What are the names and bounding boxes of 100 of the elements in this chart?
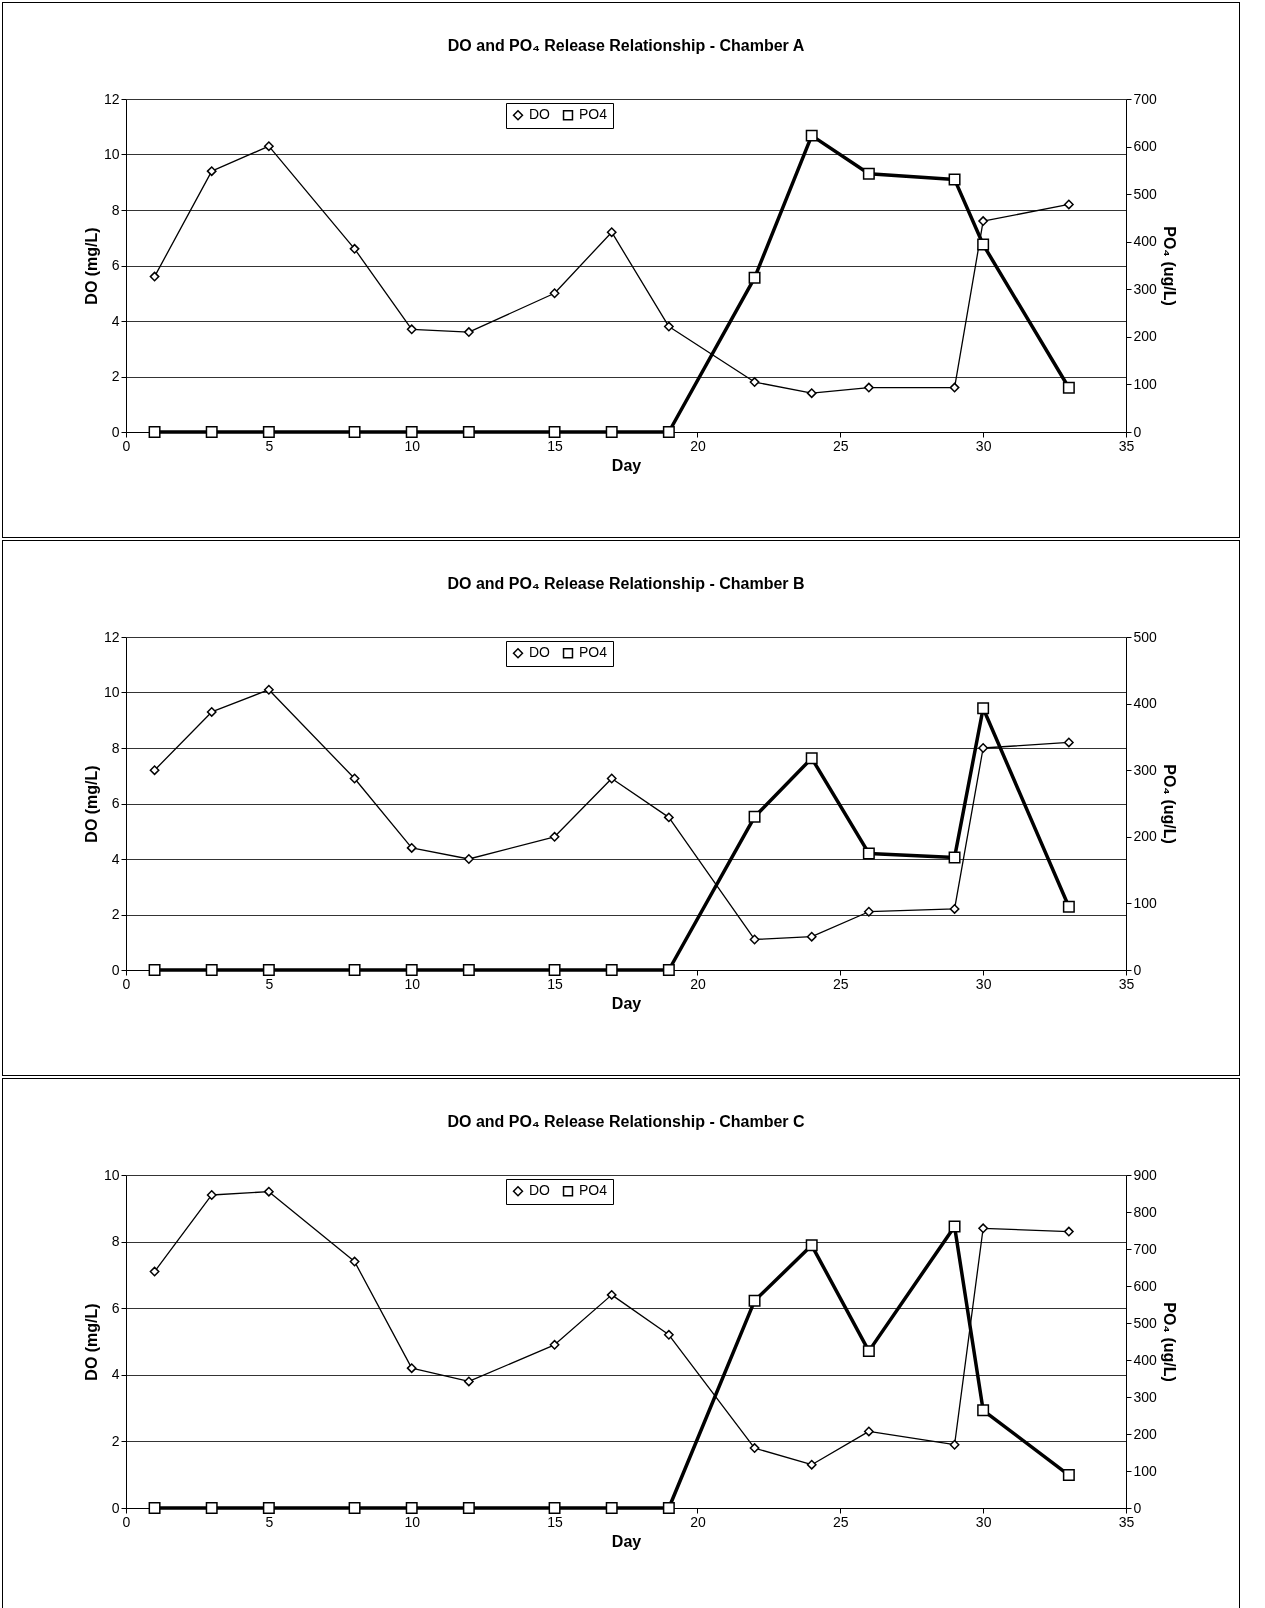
y-tick-label: 12 xyxy=(103,628,120,645)
y2-tick-label: 900 xyxy=(1133,1166,1158,1183)
point xyxy=(662,426,675,438)
point xyxy=(206,166,217,177)
point xyxy=(949,904,960,914)
y-tick-label: 8 xyxy=(111,1233,120,1250)
x-axis-title: Day xyxy=(611,456,642,474)
point xyxy=(549,1339,560,1350)
point xyxy=(862,167,875,180)
y2-tick-label: 200 xyxy=(1133,828,1158,845)
point xyxy=(805,129,818,142)
point xyxy=(606,773,617,784)
legend-label: DO xyxy=(529,106,551,123)
y2-tick-label: 800 xyxy=(1133,1203,1158,1220)
y2-tick-label: 400 xyxy=(1133,1351,1158,1368)
x-tick-label: 15 xyxy=(547,1513,564,1530)
legend-label: PO4 xyxy=(579,644,608,661)
point xyxy=(206,1190,217,1200)
point xyxy=(263,684,274,695)
x-tick-label: 20 xyxy=(690,1513,706,1530)
point xyxy=(663,812,674,823)
point xyxy=(749,1443,760,1453)
point xyxy=(262,1502,275,1514)
point xyxy=(806,1459,817,1470)
point xyxy=(1063,199,1074,210)
y2-tick-label: 500 xyxy=(1133,185,1158,202)
point xyxy=(462,964,475,976)
point xyxy=(977,702,990,715)
point xyxy=(263,1186,274,1197)
y-tick-label: 6 xyxy=(111,1299,120,1316)
point xyxy=(863,1426,874,1437)
point xyxy=(463,327,474,338)
point xyxy=(605,1502,618,1514)
legend-label: PO4 xyxy=(579,106,608,123)
y2-tick-label: 300 xyxy=(1133,1388,1158,1405)
point xyxy=(205,426,218,438)
point xyxy=(349,773,360,784)
point xyxy=(663,1329,674,1340)
point xyxy=(406,842,417,853)
point xyxy=(149,1266,160,1277)
point xyxy=(748,810,761,823)
point xyxy=(262,426,275,438)
legend-label: DO xyxy=(529,644,551,661)
point xyxy=(978,743,989,753)
y-tick-label: 0 xyxy=(111,961,120,978)
point xyxy=(548,426,561,438)
y2-axis-title: PO₄ (ug/L) xyxy=(1160,764,1178,844)
point xyxy=(463,854,474,864)
y2-tick-label: 700 xyxy=(1133,1240,1158,1257)
point xyxy=(749,377,760,387)
y-tick-label: 8 xyxy=(111,201,120,218)
y2-tick-label: 100 xyxy=(1133,894,1158,911)
point xyxy=(862,1345,875,1358)
x-tick-label: 10 xyxy=(404,1513,421,1530)
point xyxy=(1062,381,1075,394)
y-tick-label: 4 xyxy=(111,1366,120,1383)
point xyxy=(805,752,818,765)
point xyxy=(206,706,217,717)
y-tick-label: 2 xyxy=(111,368,120,384)
point xyxy=(149,765,160,776)
y-tick-label: 0 xyxy=(111,1499,120,1516)
point xyxy=(605,426,618,438)
point xyxy=(549,831,560,842)
point xyxy=(348,426,361,438)
point xyxy=(806,388,817,399)
point xyxy=(548,1502,561,1514)
point xyxy=(748,1294,761,1307)
point xyxy=(406,1363,417,1374)
point xyxy=(263,141,274,152)
point xyxy=(1063,1226,1074,1237)
point xyxy=(949,382,960,393)
x-tick-label: 5 xyxy=(265,437,274,454)
x-axis-title: Day xyxy=(611,1532,642,1550)
y2-tick-label: 600 xyxy=(1133,1277,1158,1294)
point xyxy=(863,906,874,917)
x-tick-label: 25 xyxy=(833,975,849,992)
chart-title: DO and PO₄ Release Relationship - Chamber C xyxy=(447,1113,805,1130)
point xyxy=(348,1502,361,1514)
x-tick-label: 5 xyxy=(265,975,274,992)
point xyxy=(978,1223,989,1234)
y2-tick-label: 700 xyxy=(1133,90,1158,107)
y-tick-label: 10 xyxy=(103,146,120,162)
point xyxy=(405,964,418,976)
x-tick-label: 30 xyxy=(975,975,992,992)
y-tick-label: 0 xyxy=(111,423,120,440)
point xyxy=(977,1404,990,1417)
point xyxy=(1063,737,1074,748)
y2-tick-label: 0 xyxy=(1133,1499,1142,1516)
point xyxy=(606,227,617,238)
y2-tick-label: 300 xyxy=(1133,761,1158,778)
point xyxy=(205,1502,218,1514)
point xyxy=(748,271,761,284)
x-tick-label: 5 xyxy=(265,1513,274,1530)
y2-tick-label: 100 xyxy=(1133,375,1158,392)
point xyxy=(948,173,961,186)
x-tick-label: 0 xyxy=(122,975,131,992)
x-tick-label: 20 xyxy=(690,437,706,454)
point xyxy=(349,243,360,254)
point xyxy=(805,1239,818,1252)
legend-label: DO xyxy=(529,1182,551,1199)
